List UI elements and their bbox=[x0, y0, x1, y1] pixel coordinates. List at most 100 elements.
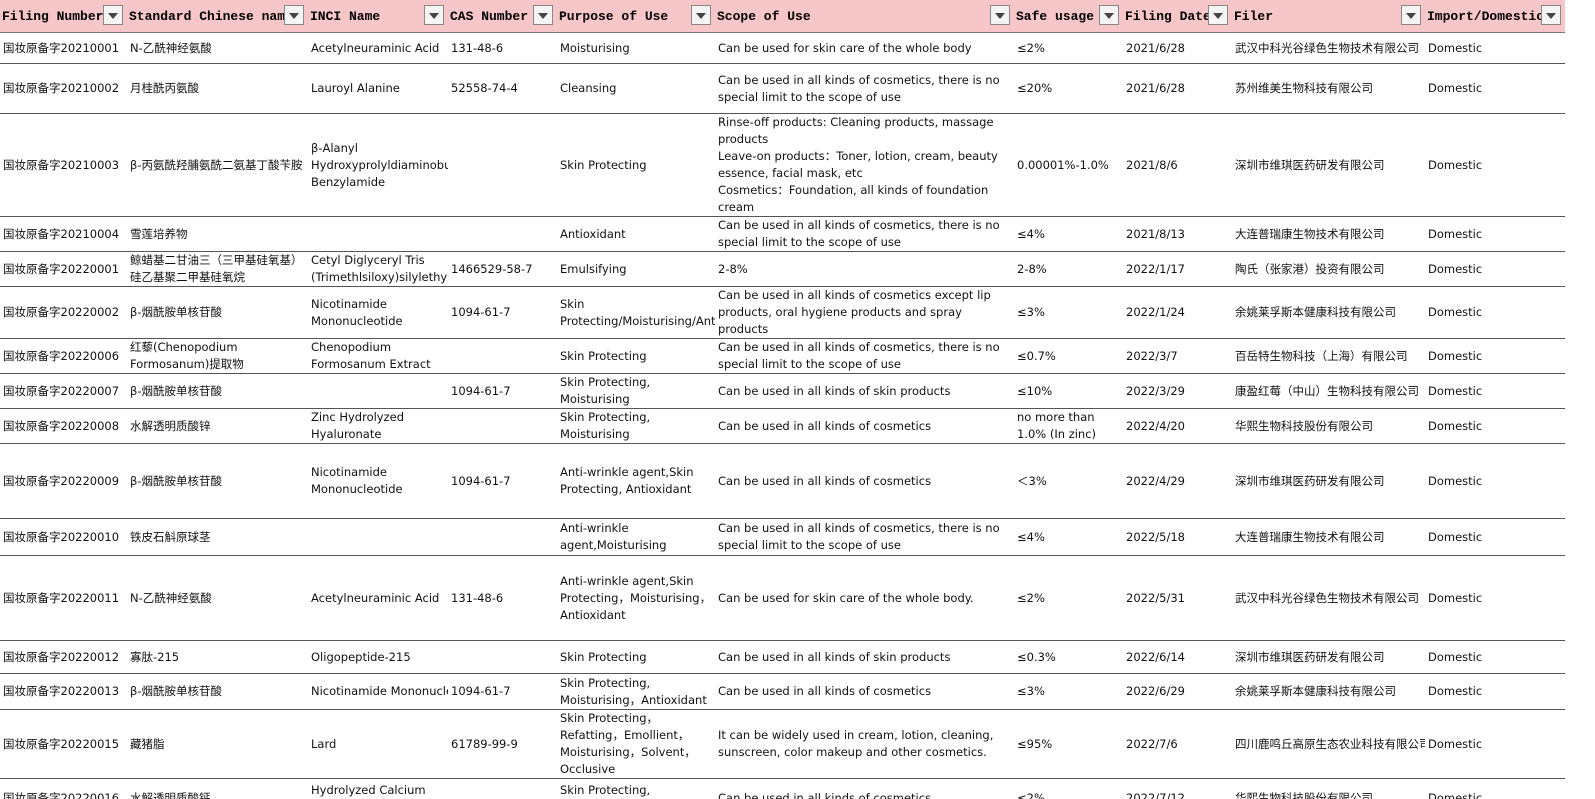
table-cell: ≤2% bbox=[1014, 32, 1123, 64]
column-header[interactable]: Filing Date bbox=[1123, 0, 1232, 33]
table-cell: 2022/4/29 bbox=[1123, 443, 1232, 519]
column-header[interactable]: Filer bbox=[1232, 0, 1425, 33]
table-cell: 2022/7/6 bbox=[1123, 709, 1232, 779]
column-header[interactable]: Scope of Use bbox=[715, 0, 1014, 33]
table-cell: 0.00001%-1.0% bbox=[1014, 113, 1123, 217]
table-cell: Nicotinamide Mononucleotide bbox=[308, 286, 448, 339]
table-cell: 国妆原备字20220002 bbox=[0, 286, 127, 339]
table-cell: 国妆原备字20220007 bbox=[0, 373, 127, 409]
table-cell: 藏猪脂 bbox=[127, 709, 308, 779]
table-cell: Domestic bbox=[1425, 216, 1565, 252]
table-cell: Lauroyl Alanine bbox=[308, 63, 448, 114]
table-cell: Skin Protecting, Moisturising bbox=[557, 778, 715, 799]
table-cell: 国妆原备字20220006 bbox=[0, 338, 127, 374]
table-cell: 1094-61-7 bbox=[448, 673, 557, 710]
table-cell: 大连普瑞康生物技术有限公司 bbox=[1232, 518, 1425, 556]
table-cell: Can be used in all kinds of cosmetics, t… bbox=[715, 63, 1014, 114]
column-header[interactable]: INCI Name bbox=[308, 0, 448, 33]
table-cell: Domestic bbox=[1425, 286, 1565, 339]
table-cell: ≤3% bbox=[1014, 673, 1123, 710]
filter-button[interactable] bbox=[103, 5, 123, 25]
table-cell: β-烟酰胺单核苷酸 bbox=[127, 373, 308, 409]
header-label: Filing Number bbox=[2, 8, 104, 24]
table-cell: ≤3% bbox=[1014, 286, 1123, 339]
table-row: 国妆原备字20220015 藏猪脂 Lard 61789-99-9 Skin Prote… bbox=[0, 709, 1565, 779]
filter-button[interactable] bbox=[284, 5, 304, 25]
table-cell: 2-8% bbox=[1014, 251, 1123, 287]
table-cell: 61789-99-9 bbox=[448, 709, 557, 779]
table-cell: Domestic bbox=[1425, 778, 1565, 799]
table-cell: 深圳市维琪医药研发有限公司 bbox=[1232, 113, 1425, 217]
table-cell: Skin Protecting, Moisturising bbox=[557, 373, 715, 409]
table-cell: 2022/6/14 bbox=[1123, 640, 1232, 674]
header-label: Standard Chinese name bbox=[129, 8, 293, 24]
table-cell: 2022/4/20 bbox=[1123, 408, 1232, 444]
table-cell: Can be used in all kinds of cosmetics bbox=[715, 408, 1014, 444]
filter-button[interactable] bbox=[1208, 5, 1228, 25]
table-cell bbox=[448, 408, 557, 444]
column-header[interactable]: Import/Domestic bbox=[1425, 0, 1565, 33]
header-label: Scope of Use bbox=[717, 8, 811, 24]
column-header[interactable]: Standard Chinese name bbox=[127, 0, 308, 33]
table-cell: 水解透明质酸锌 bbox=[127, 408, 308, 444]
table-cell: 华熙生物科技股份有限公司 bbox=[1232, 408, 1425, 444]
filter-button[interactable] bbox=[1541, 5, 1561, 25]
table-cell: 余姚莱孚斯本健康科技有限公司 bbox=[1232, 673, 1425, 710]
table-cell: 国妆原备字20220011 bbox=[0, 555, 127, 641]
column-header[interactable]: Safe usage bbox=[1014, 0, 1123, 33]
table-cell: 2021/8/6 bbox=[1123, 113, 1232, 217]
table-cell: ≤0.7% bbox=[1014, 338, 1123, 374]
table-cell: Domestic bbox=[1425, 251, 1565, 287]
filter-button[interactable] bbox=[990, 5, 1010, 25]
table-cell: 鲸蜡基二甘油三（三甲基硅氧基）硅乙基聚二甲基硅氧烷 bbox=[127, 251, 308, 287]
table-cell: 2022/1/17 bbox=[1123, 251, 1232, 287]
table-cell: Domestic bbox=[1425, 113, 1565, 217]
table-cell: 百岳特生物科技（上海）有限公司 bbox=[1232, 338, 1425, 374]
table-cell: 国妆原备字20220016 bbox=[0, 778, 127, 799]
table-row: 国妆原备字20220013 β-烟酰胺单核苷酸 Nicotinamide Monon… bbox=[0, 673, 1565, 710]
table-cell: Lard bbox=[308, 709, 448, 779]
table-cell: Can be used for skin care of the whole b… bbox=[715, 555, 1014, 641]
table-cell: 2022/6/29 bbox=[1123, 673, 1232, 710]
table-cell: 水解透明质酸钙 bbox=[127, 778, 308, 799]
table-cell: 2022/3/29 bbox=[1123, 373, 1232, 409]
header-row: Filing Number Standard Chinese name INCI N… bbox=[0, 0, 1565, 33]
table-cell: 国妆原备字20220015 bbox=[0, 709, 127, 779]
filter-button[interactable] bbox=[691, 5, 711, 25]
table-row: 国妆原备字20220007 β-烟酰胺单核苷酸 1094-61-7 Skin Prot… bbox=[0, 373, 1565, 409]
table-cell bbox=[448, 518, 557, 556]
table-cell: Nicotinamide Mononucleotide bbox=[308, 673, 448, 710]
table-cell: 国妆原备字20220001 bbox=[0, 251, 127, 287]
table-cell: 苏州维美生物科技有限公司 bbox=[1232, 63, 1425, 114]
table-cell: β-Alanyl Hydroxyprolyldiaminobutyroyl Be… bbox=[308, 113, 448, 217]
table-cell: 2021/8/13 bbox=[1123, 216, 1232, 252]
table-cell: β-烟酰胺单核苷酸 bbox=[127, 443, 308, 519]
filter-button[interactable] bbox=[1401, 5, 1421, 25]
table-cell: ≤10% bbox=[1014, 373, 1123, 409]
table-cell: 2022/1/24 bbox=[1123, 286, 1232, 339]
table-cell: N-乙酰神经氨酸 bbox=[127, 32, 308, 64]
filter-button[interactable] bbox=[533, 5, 553, 25]
table-cell: ≤4% bbox=[1014, 216, 1123, 252]
table-row: 国妆原备字20220001 鲸蜡基二甘油三（三甲基硅氧基）硅乙基聚二甲基硅氧烷 Ce… bbox=[0, 251, 1565, 287]
table-cell: Can be used in all kinds of skin product… bbox=[715, 373, 1014, 409]
table-row: 国妆原备字20210001 N-乙酰神经氨酸 Acetylneuraminic Ac… bbox=[0, 32, 1565, 64]
filter-button[interactable] bbox=[424, 5, 444, 25]
column-header[interactable]: Purpose of Use bbox=[557, 0, 715, 33]
table-cell: 康盈红莓（中山）生物科技有限公司 bbox=[1232, 373, 1425, 409]
table-cell: 大连普瑞康生物技术有限公司 bbox=[1232, 216, 1425, 252]
table-cell: Skin Protecting, Moisturising bbox=[557, 408, 715, 444]
table-cell: 武汉中科光谷绿色生物技术有限公司 bbox=[1232, 555, 1425, 641]
table-cell: ≤20% bbox=[1014, 63, 1123, 114]
column-header[interactable]: CAS Number bbox=[448, 0, 557, 33]
table-cell: Cleansing bbox=[557, 63, 715, 114]
table-cell: Emulsifying bbox=[557, 251, 715, 287]
column-header[interactable]: Filing Number bbox=[0, 0, 127, 33]
table-cell: 131-48-6 bbox=[448, 32, 557, 64]
header-label: Filer bbox=[1234, 8, 1274, 24]
filter-button[interactable] bbox=[1099, 5, 1119, 25]
table-cell: Skin Protecting/Moisturising/Antioxidant bbox=[557, 286, 715, 339]
table-cell: It can be widely used in cream, lotion, … bbox=[715, 709, 1014, 779]
table-row: 国妆原备字20220011 N-乙酰神经氨酸 Acetylneuraminic Ac… bbox=[0, 555, 1565, 641]
